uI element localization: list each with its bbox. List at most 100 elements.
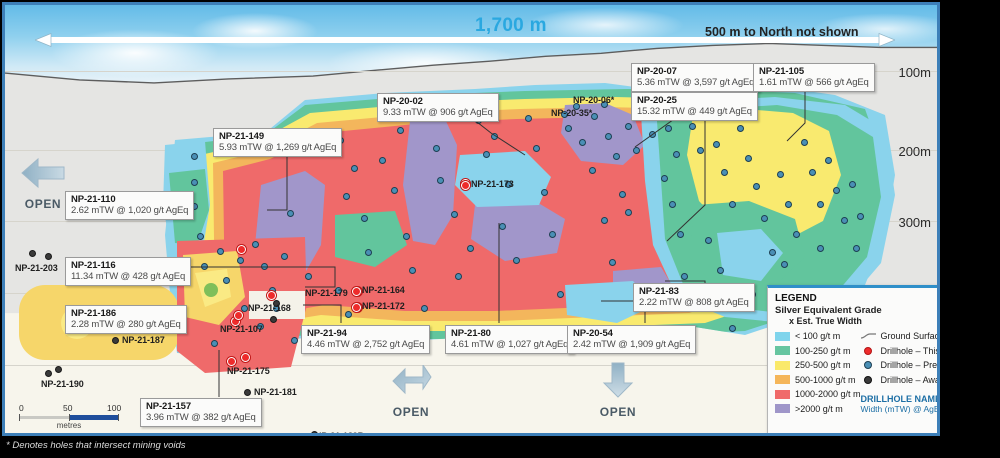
drillhole-dot-previously-reported[interactable]	[857, 213, 864, 220]
drillhole-dot-previously-reported[interactable]	[483, 151, 490, 158]
drillhole-dot-previously-reported[interactable]	[833, 187, 840, 194]
drillhole-dot-previously-reported[interactable]	[785, 201, 792, 208]
drillhole-dot-previously-reported[interactable]	[345, 311, 352, 318]
drillhole-dot-previously-reported[interactable]	[613, 153, 620, 160]
drillhole-dot-previously-reported[interactable]	[365, 249, 372, 256]
drillhole-dot-previously-reported[interactable]	[681, 273, 688, 280]
drillhole-dot-previously-reported[interactable]	[343, 193, 350, 200]
drillhole-dot-previously-reported[interactable]	[409, 267, 416, 274]
drillhole-dot-new[interactable]	[352, 287, 361, 296]
drillhole-dot-previously-reported[interactable]	[589, 167, 596, 174]
drillhole-dot-previously-reported[interactable]	[841, 217, 848, 224]
drillhole-dot-new[interactable]	[234, 311, 243, 320]
drillhole-dot-previously-reported[interactable]	[721, 169, 728, 176]
drillhole-dot-awaiting-assay[interactable]	[311, 431, 318, 433]
drillhole-dot-previously-reported[interactable]	[541, 189, 548, 196]
drillhole-dot-previously-reported[interactable]	[625, 209, 632, 216]
drillhole-dot-previously-reported[interactable]	[525, 115, 532, 122]
drillhole-dot-awaiting-assay[interactable]	[45, 370, 52, 377]
drillhole-dot-previously-reported[interactable]	[605, 133, 612, 140]
drillhole-dot-this-release[interactable]	[227, 357, 236, 366]
drillhole-dot-previously-reported[interactable]	[737, 125, 744, 132]
drillhole-dot-previously-reported[interactable]	[291, 337, 298, 344]
drillhole-dot-this-release[interactable]	[237, 245, 246, 254]
drillhole-dot-previously-reported[interactable]	[335, 287, 342, 294]
drillhole-dot-wait[interactable]	[270, 316, 277, 323]
drillhole-dot-previously-reported[interactable]	[561, 111, 568, 118]
drillhole-dot-previously-reported[interactable]	[549, 231, 556, 238]
drillhole-dot-previously-reported[interactable]	[391, 187, 398, 194]
drillhole-dot-previously-reported[interactable]	[565, 125, 572, 132]
drillhole-dot-previously-reported[interactable]	[761, 215, 768, 222]
drillhole-dot-this-release[interactable]	[267, 291, 276, 300]
drillhole-dot-previously-reported[interactable]	[777, 171, 784, 178]
drillhole-dot-previously-reported[interactable]	[849, 181, 856, 188]
drillhole-dot-previously-reported[interactable]	[579, 139, 586, 146]
drillhole-dot-previously-reported[interactable]	[601, 217, 608, 224]
drillhole-dot-previously-reported[interactable]	[753, 183, 760, 190]
drillhole-dot-previously-reported[interactable]	[351, 165, 358, 172]
drillhole-dot-previously-reported[interactable]	[421, 305, 428, 312]
drillhole-dot-previously-reported[interactable]	[713, 141, 720, 148]
drillhole-dot-wait[interactable]	[29, 250, 36, 257]
drillhole-dot-previously-reported[interactable]	[361, 215, 368, 222]
drillhole-dot-previously-reported[interactable]	[513, 257, 520, 264]
drillhole-dot-previously-reported[interactable]	[669, 201, 676, 208]
drillhole-dot-previously-reported[interactable]	[853, 245, 860, 252]
drillhole-dot-previously-reported[interactable]	[451, 211, 458, 218]
drillhole-dot-wait[interactable]	[305, 433, 312, 436]
drillhole-dot-previously-reported[interactable]	[211, 340, 218, 347]
drillhole-dot-previously-reported[interactable]	[433, 145, 440, 152]
drillhole-dot-previously-reported[interactable]	[533, 145, 540, 152]
drillhole-dot-previously-reported[interactable]	[689, 123, 696, 130]
drillhole-dot-previously-reported[interactable]	[601, 101, 608, 108]
drillhole-dot-previously-reported[interactable]	[191, 179, 198, 186]
drillhole-dot-previously-reported[interactable]	[697, 147, 704, 154]
drillhole-dot-wait[interactable]	[112, 337, 119, 344]
drillhole-dot-previously-reported[interactable]	[191, 153, 198, 160]
drillhole-dot-previously-reported[interactable]	[467, 245, 474, 252]
drillhole-dot-previously-reported[interactable]	[661, 175, 668, 182]
drillhole-dot-previously-reported[interactable]	[673, 151, 680, 158]
drillhole-dot-awaiting-assay[interactable]	[45, 253, 52, 260]
drillhole-dot-previously-reported[interactable]	[625, 123, 632, 130]
drillhole-dot-previously-reported[interactable]	[619, 191, 626, 198]
drillhole-dot-previously-reported[interactable]	[252, 241, 259, 248]
drillhole-dot-previously-reported[interactable]	[437, 177, 444, 184]
drillhole-dot-previously-reported[interactable]	[825, 157, 832, 164]
drillhole-dot-previously-reported[interactable]	[379, 157, 386, 164]
drillhole-dot-previously-reported[interactable]	[281, 253, 288, 260]
drillhole-dot-new[interactable]	[241, 353, 250, 362]
drillhole-dot-previously-reported[interactable]	[257, 323, 264, 330]
drillhole-dot-previously-reported[interactable]	[769, 249, 776, 256]
drillhole-dot-wait[interactable]	[55, 366, 62, 373]
drillhole-dot-previously-reported[interactable]	[677, 231, 684, 238]
drillhole-dot-previously-reported[interactable]	[241, 305, 248, 312]
drillhole-dot-previously-reported[interactable]	[745, 155, 752, 162]
drillhole-dot-previously-reported[interactable]	[717, 267, 724, 274]
drillhole-dot-previously-reported[interactable]	[817, 201, 824, 208]
drillhole-dot-previously-reported[interactable]	[223, 277, 230, 284]
drillhole-dot-previously-reported[interactable]	[403, 233, 410, 240]
drillhole-dot-previously-reported[interactable]	[491, 133, 498, 140]
drillhole-dot-previously-reported[interactable]	[397, 127, 404, 134]
drillhole-dot-previously-reported[interactable]	[705, 237, 712, 244]
drillhole-dot-new[interactable]	[352, 303, 361, 312]
drillhole-dot-previously-reported[interactable]	[817, 245, 824, 252]
drillhole-dot-previously-reported[interactable]	[197, 233, 204, 240]
drillhole-dot-previously-reported[interactable]	[609, 259, 616, 266]
drillhole-dot-previously-reported[interactable]	[305, 273, 312, 280]
drillhole-dot-new[interactable]	[461, 181, 470, 190]
drillhole-dot-previously-reported[interactable]	[809, 169, 816, 176]
drillhole-dot-previously-reported[interactable]	[781, 261, 788, 268]
drillhole-dot-previously-reported[interactable]	[455, 273, 462, 280]
drillhole-dot-awaiting-assay[interactable]	[273, 300, 280, 307]
drillhole-dot-previously-reported[interactable]	[729, 325, 736, 332]
drillhole-dot-previously-reported[interactable]	[287, 210, 294, 217]
drillhole-dot-previously-reported[interactable]	[793, 231, 800, 238]
drillhole-dot-previously-reported[interactable]	[557, 291, 564, 298]
drillhole-dot-previously-reported[interactable]	[217, 248, 224, 255]
drillhole-dot-previously-reported[interactable]	[665, 125, 672, 132]
drillhole-dot-previously-reported[interactable]	[729, 201, 736, 208]
drillhole-dot-previously-reported[interactable]	[801, 139, 808, 146]
